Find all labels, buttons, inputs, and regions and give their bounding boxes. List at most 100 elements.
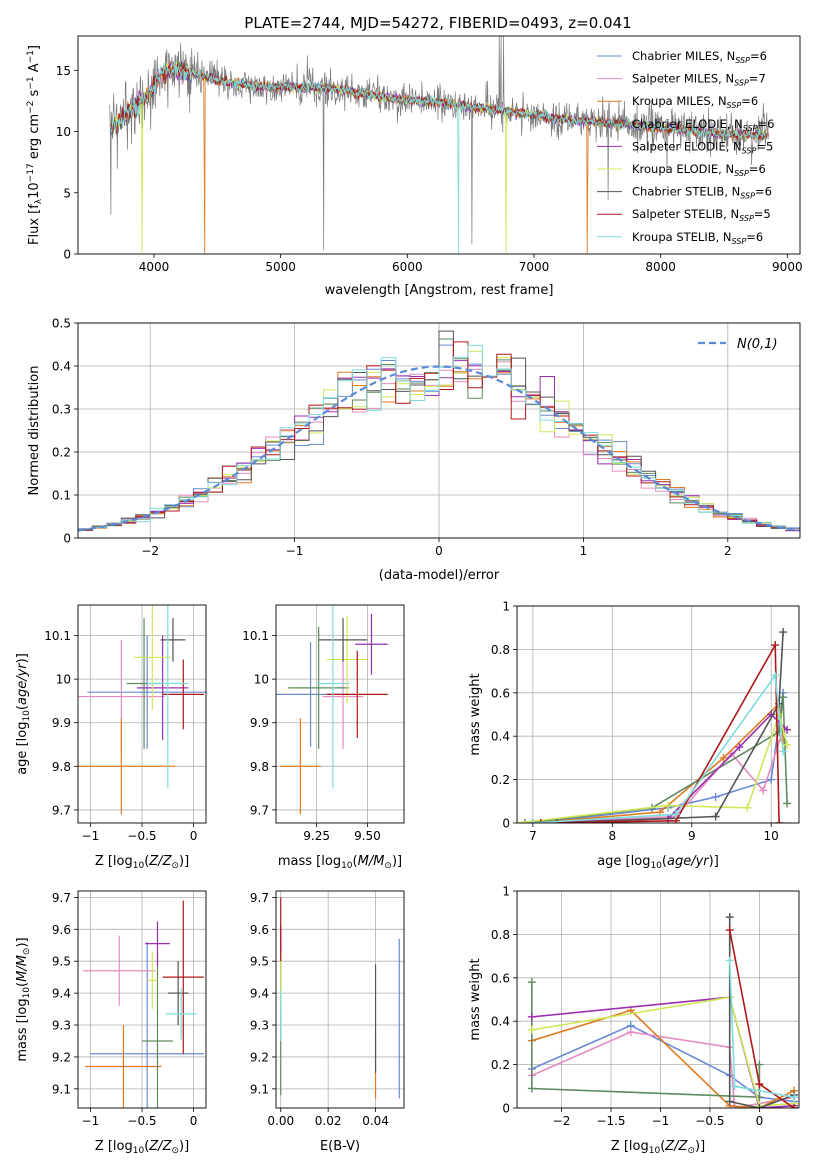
- y-axis-label: mass weight: [468, 958, 483, 1040]
- y-tick-label: 0.8: [491, 928, 510, 942]
- axes-frame: [516, 605, 800, 824]
- label-part: (: [353, 854, 358, 869]
- y-tick-label: 9.2: [250, 1050, 269, 1064]
- y-tick-label: 9.3: [250, 1019, 269, 1033]
- label-part: )]: [695, 1139, 705, 1154]
- y-axis-label: Flux [fλ10−17 erg cm−2 s−1 A−1]: [26, 45, 44, 245]
- x-axis-label: E(B-V): [320, 1139, 360, 1154]
- x-tick-label: 0: [190, 1114, 198, 1128]
- panel-mass_vs_Z: −1 −0.5 09.19.29.39.49.59.69.7Z [log10(Z/Z…: [15, 890, 207, 1156]
- y-tick-label: 0.2: [52, 446, 71, 460]
- legend-entry: N(0,1): [737, 337, 778, 352]
- x-tick-label: 9.50: [354, 829, 381, 843]
- label-part: M/M: [358, 854, 385, 869]
- axes-frame: [516, 890, 800, 1109]
- x-axis-label: Z [log10(Z/Z⊙)]: [95, 854, 189, 871]
- y-tick-label: 1: [502, 600, 510, 614]
- errorbar-point-4: [145, 921, 170, 966]
- y-tick-label: 9.6: [250, 923, 269, 937]
- y-tick-label: 9.3: [52, 1019, 71, 1033]
- label-part: ⊙: [384, 861, 392, 871]
- label-part: (: [15, 982, 30, 987]
- data-point-marker: [783, 799, 792, 808]
- errorbar-point-6: [318, 618, 368, 662]
- x-tick-label: 2: [724, 544, 732, 558]
- y-tick-label: 0.8: [491, 643, 510, 657]
- data-point-marker: [755, 1060, 764, 1069]
- label-part: SSP: [742, 146, 757, 155]
- legend-nssp: 6: [756, 230, 763, 244]
- y-tick-label: 0: [63, 248, 71, 262]
- legend-nssp: 6: [767, 117, 774, 131]
- label-part: (: [144, 854, 149, 869]
- label-part: SSP: [740, 192, 755, 201]
- data-point-marker: [711, 792, 720, 801]
- label-part: age [log: [15, 722, 30, 775]
- y-tick-label: 9.8: [250, 760, 269, 774]
- label-part: M/M: [15, 955, 30, 982]
- label-part: 10: [649, 1146, 661, 1156]
- axes-frame: [77, 35, 801, 255]
- mass-weight-series-8: [532, 673, 784, 823]
- y-axis-label: age [log10(age/yr)]: [15, 653, 32, 775]
- y-tick-label: 9.7: [250, 891, 269, 905]
- label-part: =: [755, 185, 765, 199]
- label-part: SSP: [734, 79, 749, 88]
- data-point-marker: [779, 628, 788, 637]
- data-point-marker: [783, 740, 792, 749]
- label-part: =: [750, 49, 760, 63]
- errorbar-point-3: [288, 626, 350, 749]
- x-tick-label: 0: [190, 829, 198, 843]
- y-tick-label: 0.3: [52, 403, 71, 417]
- y-tick-label: 0.1: [52, 489, 71, 503]
- y-axis-label: Normed distribution: [27, 366, 42, 496]
- y-tick-label: 10: [56, 673, 71, 687]
- panel-mass_weight_vs_Z: −2 −1.5 −1 −0.5 0 0 0.2 0.4 0.6 0.8 1 Z [log10(Z/Z⊙…: [468, 885, 800, 1156]
- label-part: A: [27, 63, 42, 76]
- label-part: −17: [26, 163, 36, 182]
- x-axis-label: Z [log10(Z/Z⊙)]: [95, 1139, 189, 1156]
- errorbar-point-8: [165, 988, 197, 1040]
- legend-name: Chabrier STELIB, N: [632, 185, 740, 199]
- label-part: λ: [34, 198, 44, 204]
- data-point-marker: [725, 926, 734, 935]
- label-part: )]: [15, 937, 30, 947]
- x-tick-label: 7000: [519, 260, 550, 274]
- data-point-marker: [528, 819, 537, 823]
- x-tick-label: 9: [688, 829, 696, 843]
- label-part: erg cm: [27, 114, 42, 163]
- label-part: Z/Z: [148, 854, 172, 869]
- legend-nssp: 6: [765, 185, 772, 199]
- label-part: age/yr: [15, 662, 30, 705]
- label-part: Z [log: [95, 1139, 133, 1154]
- data-point-marker: [779, 747, 788, 756]
- x-tick-label: 0: [435, 544, 443, 558]
- x-tick-label: 1: [580, 544, 588, 558]
- axes-frame: [77, 604, 207, 824]
- mass-weight-series-6: [728, 917, 795, 1108]
- label-part: ]: [27, 45, 42, 50]
- x-tick-label: −0.5: [127, 1114, 156, 1128]
- panel-residuals: −2 −1 0 1 2 0 0.1 0.2 0.3 0.4 0.5 (data-model)/erro…: [27, 317, 801, 583]
- mass-weight-series-5: [531, 996, 795, 1107]
- y-tick-label: 9.7: [250, 803, 269, 817]
- label-part: )]: [179, 854, 189, 869]
- label-part: Z/Z: [148, 1139, 172, 1154]
- errorbar-point-2: [78, 718, 176, 815]
- y-tick-label: 0.2: [491, 1058, 510, 1072]
- y-tick-label: 0: [502, 1102, 510, 1116]
- label-part: 10: [22, 987, 32, 999]
- y-tick-label: 10: [56, 125, 71, 139]
- y-axis-label: mass [log10(M/M⊙)]: [15, 937, 32, 1061]
- legend-entry: Salpeter MILES, NSSP=7: [632, 72, 766, 88]
- x-tick-label: 0: [756, 1114, 764, 1128]
- data-point-marker: [755, 1080, 764, 1089]
- label-part: 10: [133, 1146, 145, 1156]
- y-tick-label: 0.6: [491, 971, 510, 985]
- errorbar-point-2: [85, 1025, 162, 1108]
- label-part: SSP: [732, 237, 747, 246]
- label-part: SSP: [743, 124, 758, 133]
